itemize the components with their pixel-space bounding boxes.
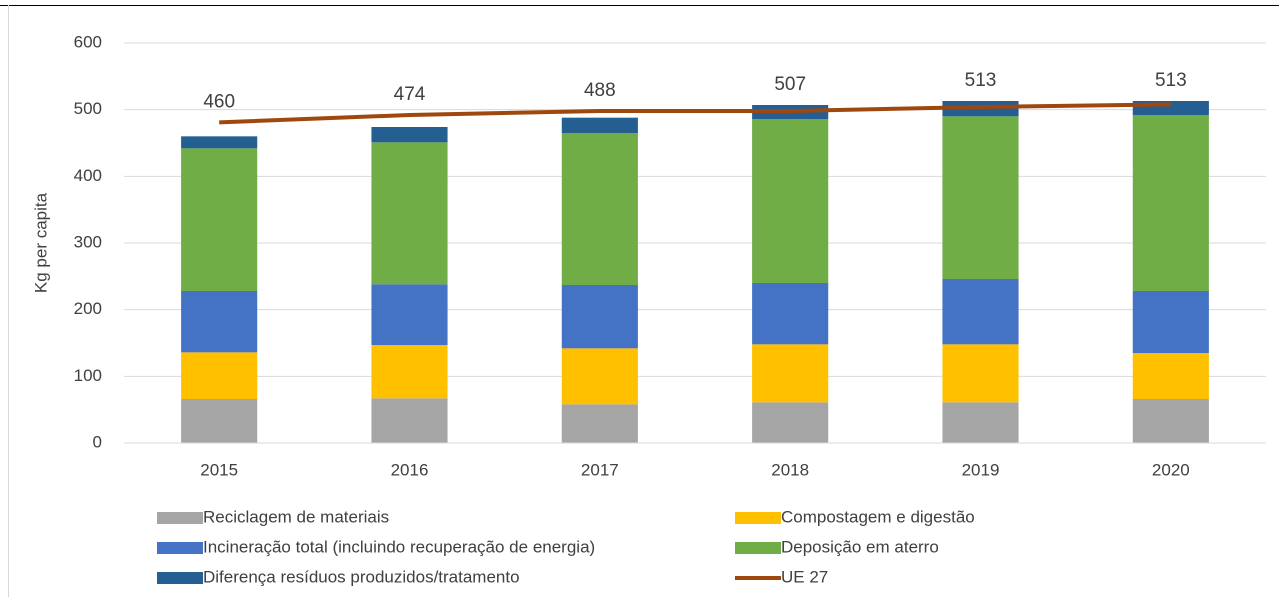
total-label: 507 — [774, 74, 806, 95]
legend-label: UE 27 — [781, 567, 828, 586]
bar-segment — [371, 142, 448, 285]
legend-label: Deposição em aterro — [781, 537, 939, 556]
y-tick-label: 300 — [74, 232, 102, 251]
legend-label: Incineração total (incluindo recuperação… — [203, 537, 595, 556]
bar-segment — [561, 348, 638, 405]
legend-swatch — [157, 572, 203, 584]
legend-swatch — [157, 512, 203, 524]
y-tick-label: 0 — [93, 432, 102, 451]
bar-segment — [371, 345, 448, 399]
bar-segment — [752, 119, 829, 283]
x-tick-label: 2018 — [771, 460, 809, 479]
x-tick-label: 2015 — [200, 460, 238, 479]
y-tick-label: 500 — [74, 99, 102, 118]
bar-segment — [181, 352, 258, 399]
total-label: 460 — [203, 91, 235, 112]
total-label: 474 — [394, 84, 426, 105]
bar-segment — [942, 279, 1019, 345]
legend-label: Diferença resíduos produzidos/tratamento — [203, 567, 520, 586]
legend-swatch — [157, 542, 203, 554]
y-tick-label: 400 — [74, 166, 102, 185]
x-tick-label: 2020 — [1152, 460, 1190, 479]
total-label: 513 — [965, 70, 997, 91]
bar-segment — [561, 285, 638, 349]
bar-segment — [1132, 115, 1209, 291]
bar-segment — [1132, 291, 1209, 353]
y-axis-label: Kg per capita — [31, 192, 50, 293]
bar-segment — [752, 283, 829, 345]
x-tick-label: 2016 — [391, 460, 429, 479]
legend-label: Reciclagem de materiais — [203, 507, 389, 526]
x-tick-label: 2017 — [581, 460, 619, 479]
total-label: 488 — [584, 80, 616, 101]
y-tick-label: 200 — [74, 299, 102, 318]
bar-segment — [942, 344, 1019, 403]
bar-segment — [942, 116, 1019, 279]
total-label: 513 — [1155, 70, 1187, 91]
bar-segment — [561, 404, 638, 443]
bar-segment — [561, 117, 638, 133]
y-tick-label: 100 — [74, 366, 102, 385]
bar-segment — [752, 402, 829, 443]
bar-segment — [181, 136, 258, 149]
x-tick-label: 2019 — [962, 460, 1000, 479]
bar-segment — [942, 402, 1019, 443]
bar-segment — [752, 344, 829, 403]
line-series — [219, 102, 1171, 125]
bar-segment — [1132, 399, 1209, 443]
bar-segment — [1132, 353, 1209, 399]
bar-segment — [181, 399, 258, 443]
bar-segment — [371, 284, 448, 345]
legend-swatch — [735, 512, 781, 524]
legend-label: Compostagem e digestão — [781, 507, 975, 526]
y-tick-label: 600 — [74, 32, 102, 51]
bar-segment — [181, 148, 258, 291]
legend-swatch — [735, 542, 781, 554]
bar-segment — [371, 127, 448, 143]
bar-segment — [181, 291, 258, 353]
bar-segment — [371, 398, 448, 443]
bar-segment — [561, 133, 638, 285]
